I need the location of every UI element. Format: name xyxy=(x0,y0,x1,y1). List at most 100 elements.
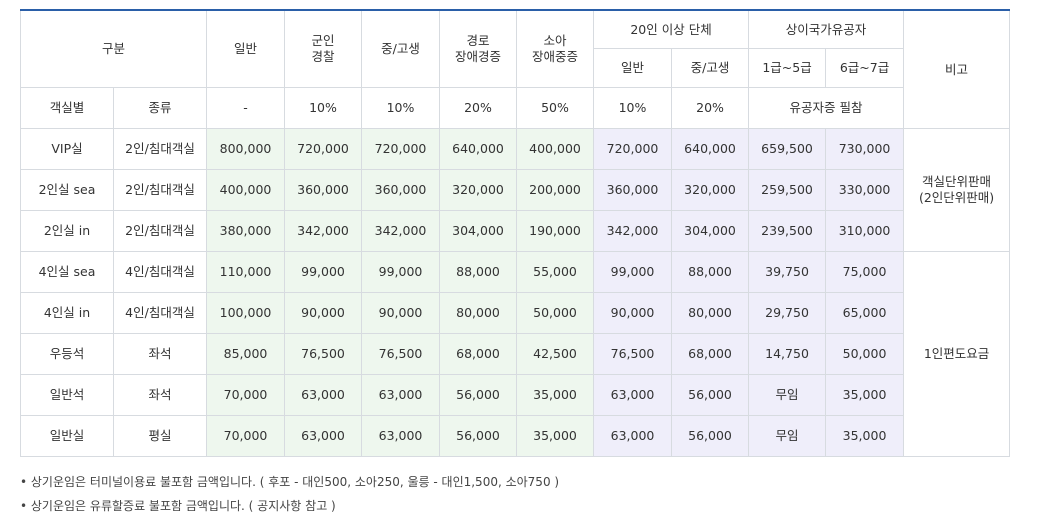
header-note: 비고 xyxy=(903,9,1011,129)
fare-cell: 360,000 xyxy=(284,169,363,211)
fare-cell: 56,000 xyxy=(439,415,518,457)
discount-military: 10% xyxy=(284,87,363,129)
room-kind: 좌석 xyxy=(112,374,208,416)
fare-cell: 259,500 xyxy=(748,169,827,211)
header-group: 20인 이상 단체 xyxy=(593,9,750,49)
fare-cell: 720,000 xyxy=(284,128,363,170)
header-student: 중/고생 xyxy=(361,9,441,88)
remark-room-unit: 객실단위판매 (2인단위판매) xyxy=(903,128,1011,252)
header-senior-label: 경로 장애경증 xyxy=(455,33,502,64)
fare-cell: 63,000 xyxy=(361,374,441,416)
fare-cell: 720,000 xyxy=(593,128,673,170)
room-kind: 2인/침대객실 xyxy=(112,169,208,211)
room-kind: 평실 xyxy=(112,415,208,457)
fare-cell: 88,000 xyxy=(671,251,750,293)
fare-cell: 35,000 xyxy=(516,415,595,457)
room-name: 우등석 xyxy=(20,333,114,375)
room-kind: 4인/침대객실 xyxy=(112,292,208,334)
fare-cell: 110,000 xyxy=(206,251,286,293)
fare-cell: 63,000 xyxy=(284,415,363,457)
fare-cell: 342,000 xyxy=(284,210,363,252)
room-name: VIP실 xyxy=(20,128,114,170)
fare-cell: 55,000 xyxy=(516,251,595,293)
fare-cell: 63,000 xyxy=(361,415,441,457)
discount-senior: 20% xyxy=(439,87,518,129)
fare-cell: 68,000 xyxy=(439,333,518,375)
room-name: 2인실 in xyxy=(20,210,114,252)
fare-cell: 190,000 xyxy=(516,210,595,252)
room-kind: 4인/침대객실 xyxy=(112,251,208,293)
fare-table: 구분 일반 군인 경찰 중/고생 경로 장애경증 소아 장애중증 20인 이상 … xyxy=(19,9,1011,457)
fare-cell: 640,000 xyxy=(439,128,518,170)
footnote-terminal-fee: • 상기운임은 터미널이용료 불포함 금액입니다. ( 후포 - 대인500, … xyxy=(20,475,560,489)
fare-cell: 200,000 xyxy=(516,169,595,211)
fare-cell: 342,000 xyxy=(361,210,441,252)
room-kind: 좌석 xyxy=(112,333,208,375)
merit-note: 유공자증 필참 xyxy=(748,87,905,129)
room-name: 일반석 xyxy=(20,374,114,416)
fare-cell: 29,750 xyxy=(748,292,827,334)
fare-cell: 무임 xyxy=(748,415,827,457)
fare-cell: 63,000 xyxy=(593,374,673,416)
fare-cell: 35,000 xyxy=(516,374,595,416)
discount-group-general: 10% xyxy=(593,87,673,129)
fare-cell: 320,000 xyxy=(671,169,750,211)
room-name: 2인실 sea xyxy=(20,169,114,211)
header-senior: 경로 장애경증 xyxy=(439,9,518,88)
fare-cell: 80,000 xyxy=(439,292,518,334)
fare-cell: 99,000 xyxy=(284,251,363,293)
room-name: 4인실 in xyxy=(20,292,114,334)
remark-room-unit-text: 객실단위판매 (2인단위판매) xyxy=(918,174,995,205)
fare-cell: 42,500 xyxy=(516,333,595,375)
fare-cell: 80,000 xyxy=(671,292,750,334)
discount-general: - xyxy=(206,87,286,129)
fare-cell: 304,000 xyxy=(671,210,750,252)
header-military-label: 군인 경찰 xyxy=(311,33,335,64)
fare-cell: 380,000 xyxy=(206,210,286,252)
header-general: 일반 xyxy=(206,9,286,88)
fare-cell: 63,000 xyxy=(593,415,673,457)
fare-cell: 70,000 xyxy=(206,374,286,416)
fare-cell: 320,000 xyxy=(439,169,518,211)
header-merit: 상이국가유공자 xyxy=(748,9,905,49)
fare-cell: 75,000 xyxy=(825,251,905,293)
fare-cell: 360,000 xyxy=(361,169,441,211)
fare-cell: 90,000 xyxy=(593,292,673,334)
fare-cell: 342,000 xyxy=(593,210,673,252)
fare-cell: 100,000 xyxy=(206,292,286,334)
remark-one-way: 1인편도요금 xyxy=(903,251,1011,457)
fare-cell: 304,000 xyxy=(439,210,518,252)
table-row: 우등석 좌석 85,000 76,500 76,500 68,000 42,50… xyxy=(20,333,1010,375)
fare-cell: 35,000 xyxy=(825,415,905,457)
fare-cell: 14,750 xyxy=(748,333,827,375)
footnotes: • 상기운임은 터미널이용료 불포함 금액입니다. ( 후포 - 대인500, … xyxy=(20,470,559,518)
table-row: 2인실 sea 2인/침대객실 400,000 360,000 360,000 … xyxy=(20,169,1010,211)
header-group-student: 중/고생 xyxy=(671,48,750,88)
room-name: 4인실 sea xyxy=(20,251,114,293)
fare-cell: 70,000 xyxy=(206,415,286,457)
fare-cell: 56,000 xyxy=(671,415,750,457)
table-row: 일반실 평실 70,000 63,000 63,000 56,000 35,00… xyxy=(20,415,1010,457)
fare-cell: 50,000 xyxy=(516,292,595,334)
fare-cell: 400,000 xyxy=(516,128,595,170)
fare-cell: 330,000 xyxy=(825,169,905,211)
fare-cell: 99,000 xyxy=(361,251,441,293)
discount-student: 10% xyxy=(361,87,441,129)
header-kind: 종류 xyxy=(112,87,208,129)
table-row: 2인실 in 2인/침대객실 380,000 342,000 342,000 3… xyxy=(20,210,1010,252)
header-category: 구분 xyxy=(19,9,208,88)
header-merit-2: 6급~7급 xyxy=(825,48,905,88)
fare-table-container: 구분 일반 군인 경찰 중/고생 경로 장애경증 소아 장애중증 20인 이상 … xyxy=(19,9,1011,457)
footnote-fuel-surcharge: • 상기운임은 유류할증료 불포함 금액입니다. ( 공지사항 참고 ) xyxy=(20,499,336,513)
header-merit-1: 1급~5급 xyxy=(748,48,827,88)
table-row: 일반석 좌석 70,000 63,000 63,000 56,000 35,00… xyxy=(20,374,1010,416)
fare-cell: 720,000 xyxy=(361,128,441,170)
header-child-label: 소아 장애중증 xyxy=(532,33,579,64)
fare-cell: 50,000 xyxy=(825,333,905,375)
fare-cell: 85,000 xyxy=(206,333,286,375)
fare-cell: 310,000 xyxy=(825,210,905,252)
room-name: 일반실 xyxy=(20,415,114,457)
header-room-type: 객실별 xyxy=(20,87,114,129)
fare-cell: 68,000 xyxy=(671,333,750,375)
fare-cell: 640,000 xyxy=(671,128,750,170)
